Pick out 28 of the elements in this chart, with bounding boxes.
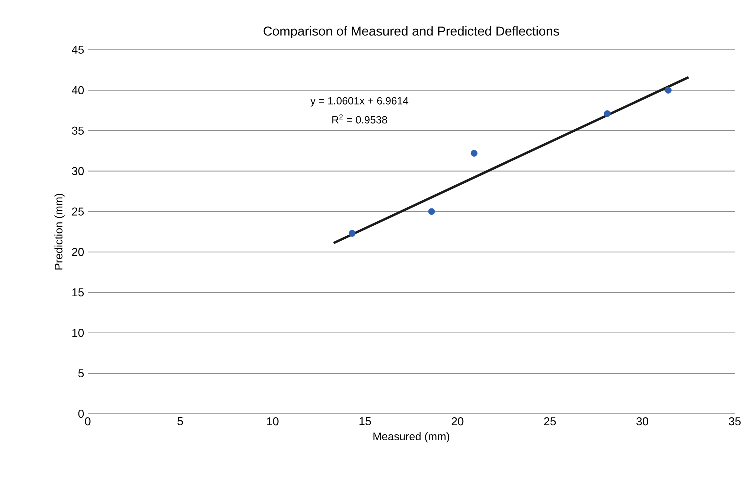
x-tick-label: 5 xyxy=(178,418,184,426)
y-tick-label: 20 xyxy=(72,248,84,256)
point xyxy=(665,87,672,94)
y-tick-label: 30 xyxy=(72,167,84,176)
annotation: R$^{2}$ = 0.9538 xyxy=(332,114,388,124)
y-tick-label: 25 xyxy=(72,208,84,216)
point xyxy=(428,208,436,216)
y-tick-label: 10 xyxy=(72,329,84,338)
y-tick-label: 45 xyxy=(72,46,84,54)
x-tick-label: 15 xyxy=(360,418,372,426)
point xyxy=(604,110,611,118)
x-tick-label: 10 xyxy=(267,418,279,426)
x-axis-title: Measured (mm) xyxy=(374,432,450,443)
point xyxy=(348,230,356,238)
chart-title: Comparison of Measured and Predicted Deflections xyxy=(264,26,560,38)
point xyxy=(470,150,478,157)
y-tick-label: 40 xyxy=(72,86,84,94)
y-axis-title: Prediction (mm) xyxy=(54,194,65,270)
x-tick-label: 35 xyxy=(729,418,741,426)
y-tick-label: 15 xyxy=(72,288,84,297)
x-tick-label: 25 xyxy=(544,418,556,426)
y-tick-label: 0 xyxy=(78,410,84,418)
annotation: y = 1.0601x + 6.9614 xyxy=(310,97,409,107)
x-tick-label: 0 xyxy=(85,418,91,426)
y-tick-label: 35 xyxy=(72,126,84,135)
y-tick-label: 5 xyxy=(78,370,84,378)
x-tick-label: 20 xyxy=(452,418,464,426)
x-tick-label: 30 xyxy=(636,418,648,426)
